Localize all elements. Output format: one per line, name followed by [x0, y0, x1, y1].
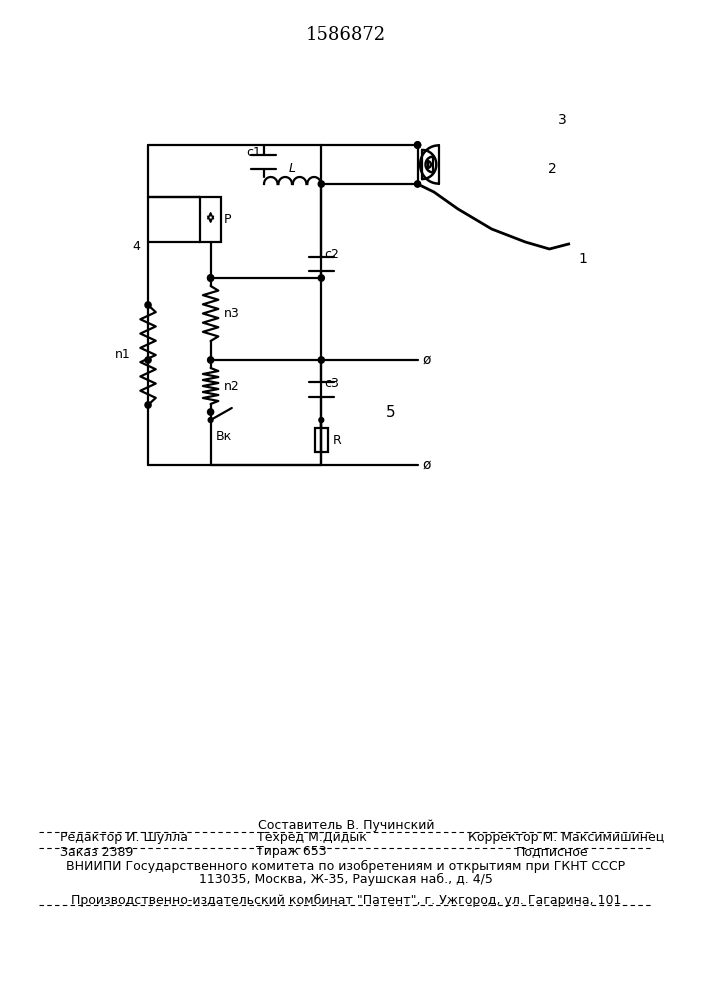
- Circle shape: [145, 302, 151, 308]
- Text: Производственно-издательский комбинат "Патент", г. Ужгород, ул. Гагарина, 101: Производственно-издательский комбинат "П…: [71, 893, 621, 907]
- Circle shape: [145, 402, 151, 408]
- Text: n1: n1: [115, 349, 131, 361]
- Text: ВНИИПИ Государственного комитета по изобретениям и открытиям при ГКНТ СССР: ВНИИПИ Государственного комитета по изоб…: [66, 859, 626, 873]
- Text: 1586872: 1586872: [305, 26, 385, 44]
- Text: n3: n3: [224, 307, 240, 320]
- Circle shape: [318, 181, 325, 187]
- Circle shape: [319, 418, 324, 422]
- Text: R: R: [333, 434, 341, 446]
- Bar: [315, 428, 328, 452]
- Circle shape: [208, 357, 214, 363]
- Text: n2: n2: [224, 379, 240, 392]
- Text: 2: 2: [548, 162, 556, 176]
- Text: Заказ 2389: Заказ 2389: [60, 846, 134, 858]
- Text: 4: 4: [132, 240, 141, 253]
- Text: L: L: [289, 162, 296, 176]
- Circle shape: [208, 275, 214, 281]
- Text: c2: c2: [325, 247, 339, 260]
- Text: Составитель В. Пучинский: Составитель В. Пучинский: [257, 818, 434, 832]
- Text: Подписное: Подписное: [516, 846, 589, 858]
- Circle shape: [208, 418, 213, 422]
- Bar: [200, 197, 221, 242]
- Circle shape: [208, 275, 214, 281]
- Circle shape: [318, 275, 325, 281]
- Circle shape: [318, 357, 325, 363]
- Circle shape: [208, 409, 214, 415]
- Text: 3: 3: [558, 113, 566, 127]
- Text: Вк: Вк: [216, 430, 232, 442]
- Text: P: P: [224, 213, 232, 226]
- Text: Корректор М. Максимишинец: Корректор М. Максимишинец: [468, 830, 665, 844]
- Text: c3: c3: [325, 377, 339, 390]
- Text: Техред М.Дидык: Техред М.Дидык: [257, 830, 367, 844]
- Circle shape: [414, 181, 421, 187]
- Text: 1: 1: [578, 252, 588, 266]
- Text: c1: c1: [246, 145, 261, 158]
- Circle shape: [414, 142, 421, 148]
- Text: ø: ø: [423, 353, 431, 367]
- Text: Тираж 653: Тираж 653: [256, 846, 327, 858]
- Circle shape: [145, 357, 151, 363]
- Text: Редактор И. Шулла: Редактор И. Шулла: [60, 830, 188, 844]
- Text: 113035, Москва, Ж-35, Раушская наб., д. 4/5: 113035, Москва, Ж-35, Раушская наб., д. …: [199, 872, 493, 886]
- Text: 5: 5: [386, 405, 395, 420]
- Circle shape: [414, 142, 421, 148]
- Text: ø: ø: [423, 458, 431, 472]
